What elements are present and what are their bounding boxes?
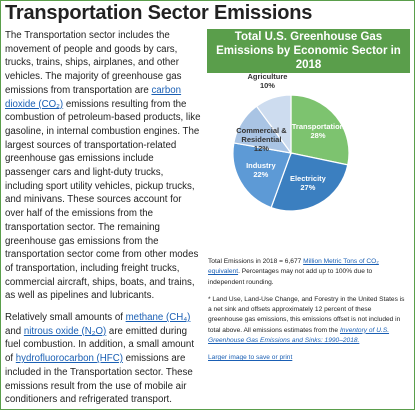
paragraph: Relatively small amounts of methane (CH₄…: [5, 311, 201, 407]
link[interactable]: Inventory of U.S. Greenhouse Gas Emissio…: [208, 326, 390, 345]
paragraph: Larger image to save or print: [208, 353, 408, 363]
slice-value: 12%: [253, 143, 269, 153]
text: The Transportation sector includes the m…: [5, 30, 182, 96]
slice-value: 27%: [300, 183, 316, 193]
pie-slice: [232, 142, 292, 209]
paragraph: * Land Use, Land-Use Change, and Forestr…: [208, 295, 408, 346]
chart-notes: Total Emissions in 2018 = 6,677 Million …: [208, 257, 408, 371]
pie-chart: [232, 94, 350, 212]
body-text: The Transportation sector includes the m…: [5, 29, 201, 409]
link[interactable]: nitrous oxide (N₂O): [23, 325, 107, 337]
slice-name: Transportation: [291, 122, 345, 132]
slice-name: Commercial & Residential: [236, 125, 287, 144]
paragraph: The Transportation sector includes the m…: [5, 29, 201, 303]
link[interactable]: Million Metric Tons of CO₂ equivalent: [208, 258, 379, 276]
slice-name: Industry: [246, 161, 276, 171]
pie-slice: [290, 94, 350, 166]
slice-label: Transportation 28%: [283, 122, 353, 140]
slice-value: 22%: [253, 170, 269, 180]
slice-name: Agriculture: [247, 72, 288, 82]
slice-label: Commercial & Residential 12%: [226, 126, 296, 153]
text: and: [5, 325, 24, 337]
link[interactable]: methane (CH₄): [125, 312, 191, 324]
paragraph: Total Emissions in 2018 = 6,677 Million …: [208, 257, 408, 288]
text: emissions are included in the Transporta…: [5, 353, 193, 406]
text: * Land Use, Land-Use Change, and Forestr…: [208, 295, 405, 334]
text: Total Emissions in 2018 = 6,677: [208, 258, 304, 265]
text: Relatively small amounts of: [5, 312, 126, 324]
link[interactable]: hydrofluorocarbon (HFC): [15, 353, 123, 365]
pie-slice: [270, 152, 349, 212]
page-title: Transportation Sector Emissions: [5, 2, 313, 24]
text: are emitted during fuel combustion. In a…: [5, 325, 195, 365]
slice-label: Agriculture 10%: [232, 72, 302, 90]
slice-value: 28%: [310, 131, 326, 141]
text: emissions resulting from the combustion …: [5, 98, 201, 302]
slice-label: Industry 22%: [226, 161, 296, 179]
chart-title: Total U.S. Greenhouse Gas Emissions by E…: [207, 29, 410, 73]
slice-value: 10%: [259, 81, 275, 91]
link[interactable]: carbon dioxide (CO₂): [5, 84, 182, 110]
link[interactable]: Larger image to save or print: [208, 354, 293, 362]
text: . Percentages may not add up to 100% due…: [208, 268, 373, 286]
pie-slice: [255, 94, 292, 155]
slice-name: Electricity: [289, 174, 326, 184]
slice-label: Electricity 27%: [273, 174, 343, 192]
